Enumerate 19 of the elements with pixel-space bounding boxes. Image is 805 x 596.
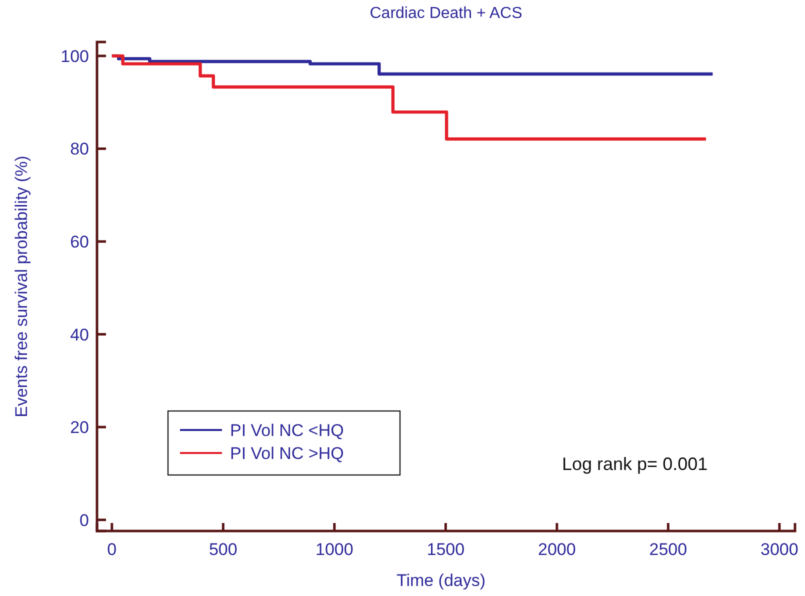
annotation: Log rank p= 0.001: [562, 454, 708, 474]
x-tick-label: 2000: [538, 540, 576, 559]
x-tick-label: 0: [107, 540, 117, 559]
y-tick-label: 20: [70, 418, 89, 438]
y-tick-label: 80: [70, 140, 89, 159]
x-tick-label: 2500: [649, 540, 688, 559]
y-tick-label: 40: [70, 325, 89, 344]
y-tick-label: 60: [70, 232, 89, 252]
y-tick-label: 0: [80, 510, 89, 530]
x-axis-title: Time (days): [396, 571, 486, 590]
legend-label: PI Vol NC >HQ: [230, 444, 344, 463]
chart-title: Cardiac Death + ACS: [370, 5, 522, 22]
y-tick-label: 100: [60, 46, 89, 66]
x-tick-label: 500: [208, 540, 238, 559]
x-tick-label: 1500: [426, 540, 465, 559]
legend-label: PI Vol NC <HQ: [230, 421, 344, 440]
y-axis-title: Events free survival probability (%): [12, 156, 31, 418]
x-tick-label: 1000: [316, 540, 354, 559]
x-tick-label: 3000: [760, 540, 798, 559]
